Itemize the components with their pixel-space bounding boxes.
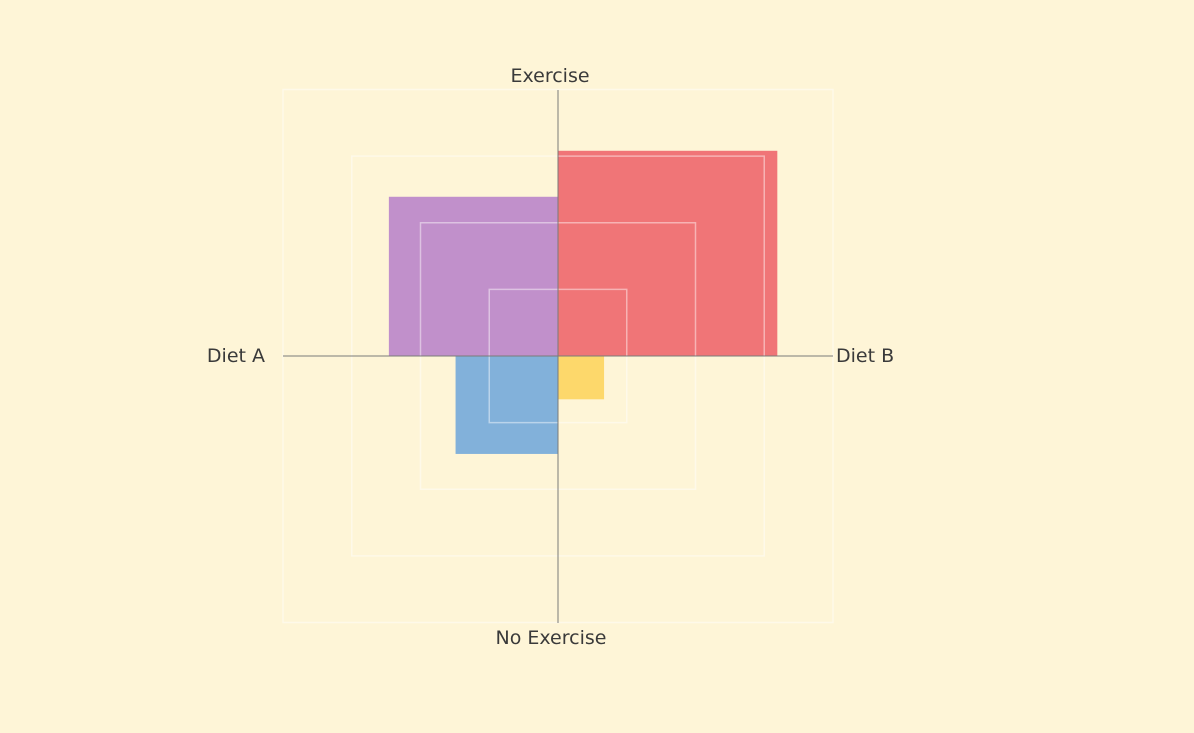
bar-bottom-left [455,356,558,454]
axis-label-right: Diet B [836,345,894,367]
axis-label-bottom: No Exercise [496,627,607,649]
quadrant-bars [388,150,778,454]
axis-label-top: Exercise [510,65,589,87]
bar-bottom-right [558,356,605,400]
bar-top-right [558,150,778,356]
axis-label-left: Diet A [207,345,265,367]
bar-top-left [388,196,558,356]
axes [283,90,833,623]
